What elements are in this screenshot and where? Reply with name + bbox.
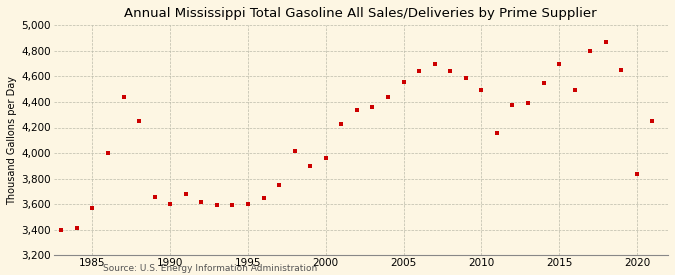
- Point: [445, 69, 456, 73]
- Point: [56, 227, 67, 232]
- Point: [103, 151, 113, 155]
- Point: [273, 183, 284, 187]
- Point: [522, 101, 533, 105]
- Point: [601, 40, 612, 44]
- Point: [134, 119, 144, 123]
- Point: [460, 75, 471, 80]
- Point: [632, 171, 643, 176]
- Point: [414, 69, 425, 73]
- Point: [476, 88, 487, 93]
- Point: [616, 68, 627, 72]
- Point: [258, 196, 269, 200]
- Point: [165, 202, 176, 206]
- Point: [321, 156, 331, 160]
- Point: [242, 202, 253, 206]
- Point: [538, 81, 549, 85]
- Title: Annual Mississippi Total Gasoline All Sales/Deliveries by Prime Supplier: Annual Mississippi Total Gasoline All Sa…: [124, 7, 597, 20]
- Text: Source: U.S. Energy Information Administration: Source: U.S. Energy Information Administ…: [103, 265, 317, 273]
- Point: [180, 192, 191, 196]
- Point: [507, 102, 518, 107]
- Point: [429, 61, 440, 66]
- Point: [290, 148, 300, 153]
- Y-axis label: Thousand Gallons per Day: Thousand Gallons per Day: [7, 76, 17, 205]
- Point: [554, 61, 564, 66]
- Point: [398, 79, 409, 84]
- Point: [585, 49, 595, 53]
- Point: [211, 203, 222, 208]
- Point: [383, 95, 394, 99]
- Point: [227, 203, 238, 208]
- Point: [491, 130, 502, 135]
- Point: [336, 122, 347, 126]
- Point: [87, 206, 98, 210]
- Point: [367, 105, 378, 109]
- Point: [72, 226, 82, 231]
- Point: [352, 108, 362, 112]
- Point: [149, 194, 160, 199]
- Point: [305, 164, 316, 168]
- Point: [118, 95, 129, 99]
- Point: [647, 119, 658, 123]
- Point: [569, 88, 580, 93]
- Point: [196, 199, 207, 204]
